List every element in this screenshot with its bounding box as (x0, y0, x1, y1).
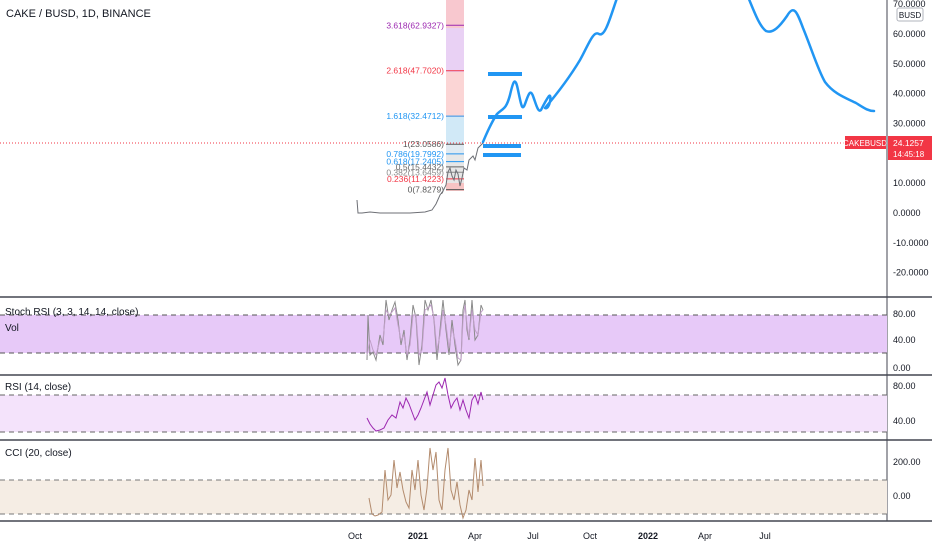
stoch-tick-label: 80.00 (893, 309, 916, 319)
last-price-value: 24.1257 (893, 138, 924, 148)
projection-level-1 (483, 144, 521, 148)
projection-drawings[interactable] (481, 0, 876, 157)
last-price-countdown: 14:45:18 (893, 150, 925, 159)
rsi-line (366, 377, 484, 432)
time-tick-label: Oct (348, 531, 363, 541)
fibonacci-levels[interactable]: 3.618(62.9327) 2.618(47.7020) 1.618(32.471… (386, 20, 464, 195)
fib-level-label: 1(23.0586) (403, 139, 444, 149)
time-tick-label: 2021 (408, 531, 428, 541)
rsi-axis: 80.00 40.00 (893, 381, 916, 426)
cci-title[interactable]: CCI (20, close) (5, 448, 72, 459)
projection-level-1618 (488, 115, 522, 119)
fib-level-label: 0.382(13.6459) (386, 167, 444, 177)
fib-level-label: 1.618(32.4712) (386, 111, 444, 121)
fib-level-label: 0.5(15.4432) (396, 162, 444, 172)
time-tick-label: Jul (527, 531, 539, 541)
rsi-tick-label: 40.00 (893, 416, 916, 426)
price-tick-label: 0.0000 (893, 208, 921, 218)
time-tick-label: 2022 (638, 531, 658, 541)
fib-level-label: 0.618(17.2405) (386, 157, 444, 167)
fib-zone-mid (446, 153, 464, 183)
fib-zone-2618 (446, 72, 464, 117)
rsi-title[interactable]: RSI (14, close) (5, 382, 72, 393)
price-tick-label: 60.0000 (893, 29, 926, 39)
price-tick-label: -20.0000 (893, 268, 929, 278)
last-price-ticker: CAKEBUSD (843, 139, 887, 148)
time-tick-label: Apr (698, 531, 712, 541)
rsi-tick-label: 80.00 (893, 381, 916, 391)
fib-zone-0 (446, 183, 464, 191)
fibonacci-zones[interactable] (446, 0, 464, 191)
time-tick-label: Oct (583, 531, 598, 541)
cci-tick-label: 200.00 (893, 457, 921, 467)
pane-separators (0, 0, 932, 522)
rsi-band (0, 395, 887, 432)
last-price-tag: CAKEBUSD 24.1257 14:45:18 (843, 136, 932, 160)
indicator-bands (0, 314, 887, 515)
fib-level-label: 0.236(11.4223) (387, 174, 444, 184)
stoch-tick-label: 40.00 (893, 335, 916, 345)
fib-zone-1618 (446, 117, 464, 143)
stoch-tick-label: 0.00 (893, 363, 911, 373)
projection-level-0786 (483, 153, 521, 157)
fib-level-label: 2.618(47.7020) (386, 66, 444, 76)
price-tick-label: -10.0000 (893, 238, 929, 248)
time-tick-label: Apr (468, 531, 482, 541)
symbol-title[interactable]: CAKE / BUSD, 1D, BINANCE (6, 8, 151, 20)
fib-zone-top (446, 0, 464, 28)
stoch-rsi-title[interactable]: Stoch RSI (3, 3, 14, 14, close) (5, 307, 139, 318)
price-tick-label: 10.0000 (893, 178, 926, 188)
stoch-axis: 80.00 40.00 0.00 (893, 309, 916, 373)
price-tick-label: 70.0000 (893, 0, 926, 9)
time-tick-label: Jul (759, 531, 771, 541)
projection-level-2618 (488, 72, 522, 76)
price-axis[interactable]: 70.0000 60.0000 50.0000 40.0000 30.0000 10.00… (893, 0, 929, 278)
fib-level-label: 3.618(62.9327) (386, 20, 444, 30)
cci-tick-label: 0.00 (893, 491, 911, 501)
price-tick-label: 50.0000 (893, 59, 926, 69)
fib-level-label: 0.786(19.7992) (386, 149, 444, 159)
cci-axis: 200.00 0.00 (893, 457, 921, 501)
price-line (356, 142, 484, 214)
currency-badge-text: BUSD (899, 11, 921, 20)
time-axis[interactable]: Oct 2021 Apr Jul Oct 2022 Apr Jul (348, 531, 771, 541)
price-tick-label: 40.0000 (893, 89, 926, 99)
price-tick-label: 30.0000 (893, 119, 926, 129)
cci-line (368, 447, 484, 520)
projection-path (481, 0, 876, 144)
stoch-band (0, 315, 887, 353)
currency-badge[interactable]: BUSD (896, 7, 924, 22)
fib-level-label: 0(7.8279) (408, 185, 445, 195)
volume-label[interactable]: Vol (5, 323, 19, 334)
stoch-rsi-signal-line (366, 304, 484, 361)
fib-zone-1 (446, 143, 464, 153)
